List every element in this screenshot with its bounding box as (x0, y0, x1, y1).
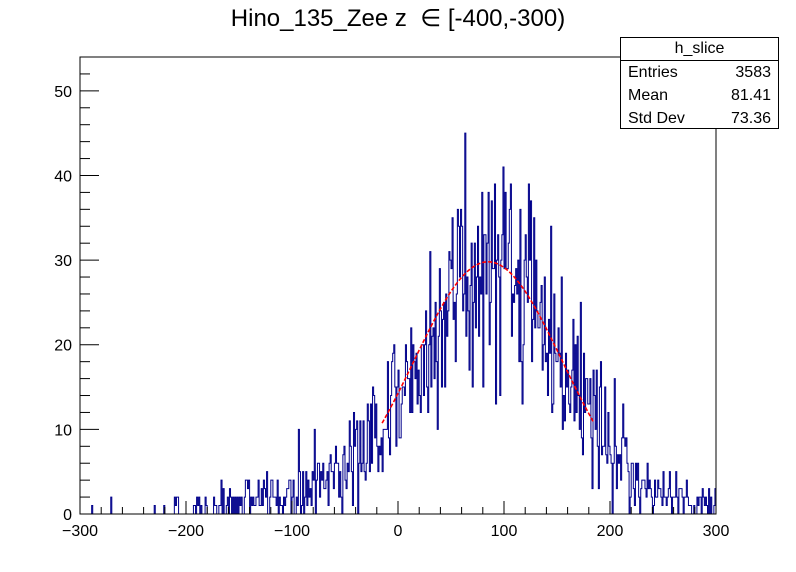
x-tick-label: −100 (274, 523, 310, 540)
y-tick-label: 50 (54, 84, 72, 101)
x-tick-label: −300 (62, 523, 98, 540)
y-axis: 0 10 20 30 40 50 (54, 56, 99, 524)
stats-row-entries: Entries 3583 (621, 61, 778, 84)
fit-curve (381, 260, 595, 424)
x-tick-label: 200 (597, 523, 624, 540)
histogram-bars (80, 132, 717, 515)
chart-title: Hino_135_Zee z ∈ [-400,-300) (230, 5, 566, 32)
stats-row-mean: Mean 81.41 (621, 84, 778, 107)
y-tick-label: 20 (54, 338, 72, 355)
stats-stddev-label: Std Dev (628, 110, 685, 127)
x-axis: −300 −200 −100 0 100 200 300 (62, 501, 729, 540)
stats-mean-label: Mean (628, 87, 669, 104)
stats-entries-label: Entries (628, 64, 678, 81)
histogram-outline (80, 132, 717, 515)
x-tick-label: 100 (491, 523, 518, 540)
stats-row-stddev: Std Dev 73.36 (621, 107, 778, 130)
stats-box-name: h_slice (621, 38, 778, 61)
y-tick-label: 30 (54, 253, 72, 270)
x-tick-label: −200 (168, 523, 204, 540)
y-tick-label: 0 (63, 507, 72, 524)
stats-mean-value: 81.41 (730, 87, 771, 104)
x-tick-label: 0 (394, 523, 403, 540)
y-tick-label: 10 (54, 422, 72, 439)
stats-stddev-value: 73.36 (730, 110, 771, 127)
stats-box: h_slice Entries 3583 Mean 81.41 Std Dev … (620, 37, 779, 129)
x-tick-label: 300 (703, 523, 730, 540)
y-tick-label: 40 (54, 168, 72, 185)
stats-entries-value: 3583 (735, 64, 771, 81)
